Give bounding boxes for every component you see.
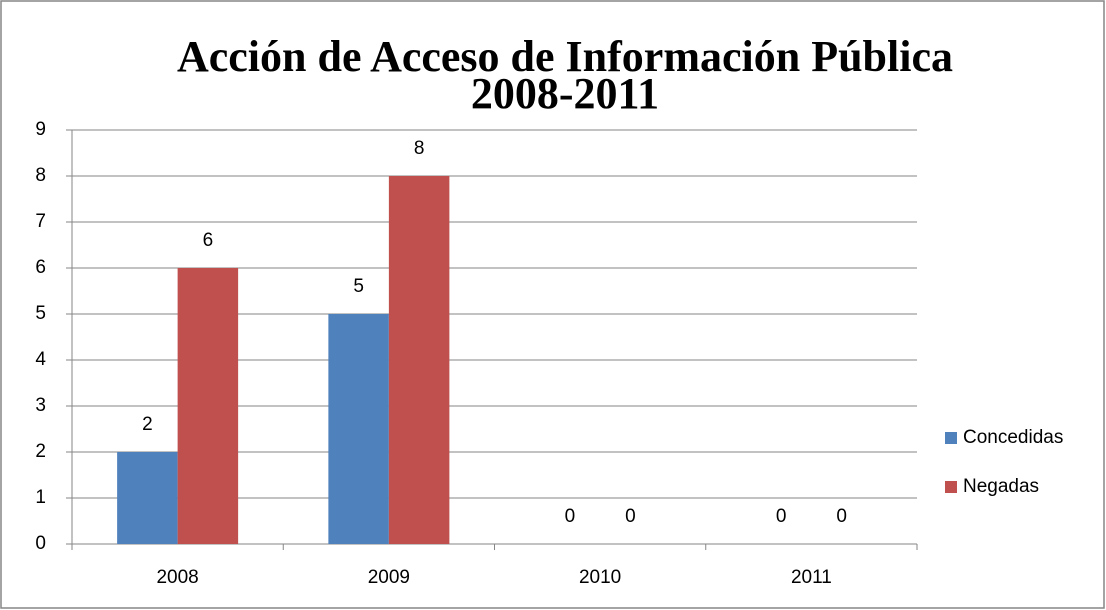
x-tick-label: 2008 bbox=[156, 567, 198, 588]
value-label: 5 bbox=[353, 276, 364, 297]
value-label: 8 bbox=[414, 138, 425, 159]
y-tick-label: 2 bbox=[35, 441, 46, 462]
x-tick-label: 2009 bbox=[368, 567, 410, 588]
y-tick-label: 6 bbox=[35, 257, 46, 278]
bar bbox=[388, 176, 450, 544]
chart-title: Acción de Acceso de Información Pública … bbox=[176, 32, 954, 118]
x-tick-label: 2011 bbox=[791, 567, 832, 588]
y-tick-label: 4 bbox=[35, 349, 46, 370]
bar bbox=[117, 452, 178, 544]
y-tick-label: 1 bbox=[35, 487, 46, 508]
legend-swatch bbox=[945, 481, 957, 493]
value-label: 0 bbox=[625, 506, 636, 527]
legend-swatch bbox=[945, 432, 957, 444]
value-label: 6 bbox=[203, 230, 214, 251]
x-tick-label: 2010 bbox=[579, 567, 621, 588]
y-tick-label: 8 bbox=[35, 165, 46, 186]
value-label: 2 bbox=[142, 414, 153, 435]
value-label: 0 bbox=[776, 506, 787, 527]
y-tick-label: 5 bbox=[35, 303, 46, 324]
y-tick-label: 9 bbox=[35, 119, 46, 140]
legend-label: Negadas bbox=[963, 476, 1039, 497]
bar bbox=[177, 268, 239, 544]
legend-label: Concedidas bbox=[963, 427, 1063, 448]
y-tick-label: 0 bbox=[35, 533, 46, 554]
bar bbox=[328, 314, 389, 544]
value-label: 0 bbox=[836, 506, 847, 527]
y-tick-label: 7 bbox=[35, 211, 46, 232]
value-label: 0 bbox=[565, 506, 576, 527]
y-tick-label: 3 bbox=[35, 395, 46, 416]
